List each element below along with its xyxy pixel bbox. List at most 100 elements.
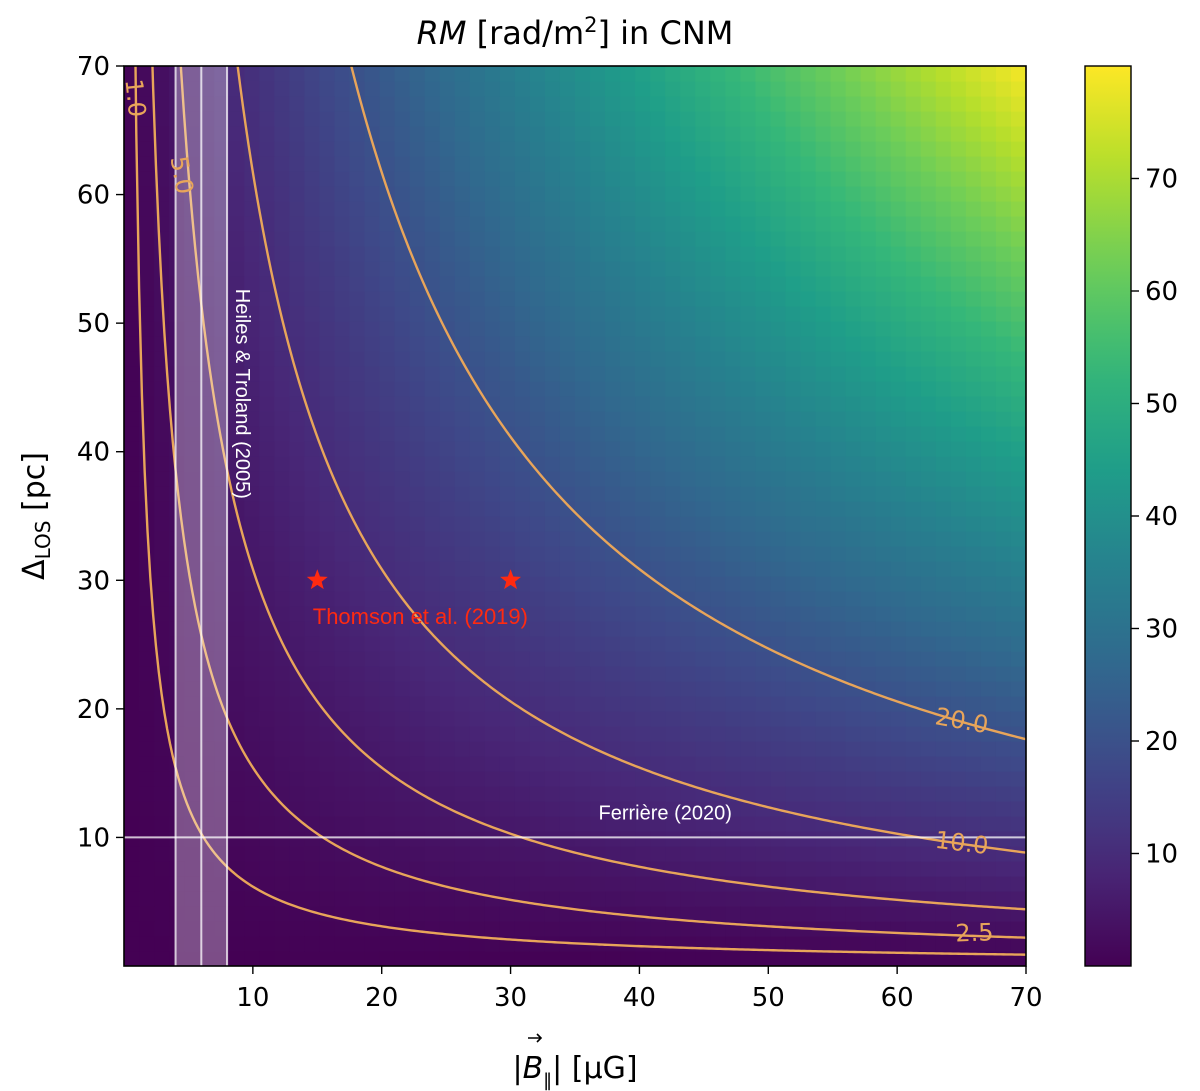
heatmap-cell [575,801,591,817]
heatmap-cell [409,951,426,966]
heatmap-cell [229,696,245,712]
heatmap-cell [409,486,426,502]
heatmap-cell [514,921,531,937]
contour-label: 2.5 [955,918,994,947]
heatmap-cell [409,561,426,577]
heatmap-cell [860,291,877,307]
heatmap-cell [289,81,305,97]
heatmap-cell [965,861,982,877]
heatmap-cell [259,516,275,532]
heatmap-cell [665,171,681,187]
heatmap-cell [740,936,756,952]
heatmap-cell [950,66,967,82]
heatmap-cell [680,546,696,562]
heatmap-cell [379,261,396,277]
heatmap-cell [755,711,772,727]
heatmap-cell [905,621,922,637]
heatmap-cell [920,186,937,202]
heatmap-cell [710,681,726,697]
heatmap-cell [1010,441,1026,457]
heatmap-cell [544,486,561,502]
heatmap-cell [214,531,230,547]
heatmap-cell [680,651,696,667]
heatmap-cell [905,771,922,787]
heatmap-cell [349,696,366,712]
heatmap-cell [499,336,516,352]
heatmap-cell [484,336,501,352]
heatmap-cell [154,786,170,802]
heatmap-cell [454,516,471,532]
heatmap-cell [379,246,396,262]
heatmap-cell [740,756,756,772]
heatmap-cell [289,921,305,937]
heatmap-cell [154,426,170,442]
heatmap-cell [364,306,381,322]
heatmap-cell [289,411,305,427]
heatmap-cell [890,771,907,787]
heatmap-cell [394,831,411,847]
heatmap-cell [544,381,561,397]
heatmap-cell [845,441,862,457]
heatmap-cell [740,441,756,457]
heatmap-cell [274,96,290,112]
heatmap-cell [920,531,937,547]
heatmap-cell [830,141,847,157]
heatmap-cell [770,861,787,877]
heatmap-cell [469,531,486,547]
heatmap-cell [950,921,967,937]
heatmap-cell [740,231,756,247]
heatmap-cell [409,741,426,757]
heatmap-cell [424,231,441,247]
heatmap-cell [439,666,456,682]
heatmap-cell [139,186,155,202]
heatmap-cell [725,456,741,472]
heatmap-cell [635,771,651,787]
heatmap-cell [274,531,290,547]
heatmap-cell [514,561,531,577]
heatmap-cell [139,636,155,652]
heatmap-cell [184,186,200,202]
heatmap-cell [965,201,982,217]
heatmap-cell [409,471,426,487]
heatmap-cell [289,141,305,157]
heatmap-cell [590,921,606,937]
heatmap-cell [635,441,651,457]
heatmap-cell [184,441,200,457]
heatmap-cell [860,741,877,757]
heatmap-cell [124,276,140,292]
heatmap-cell [875,681,892,697]
heatmap-cell [605,741,621,757]
heatmap-cell [409,636,426,652]
heatmap-cell [770,531,787,547]
heatmap-cell [965,231,982,247]
heatmap-cell [620,81,636,97]
heatmap-cell [695,876,711,892]
heatmap-cell [409,921,426,937]
heatmap-cell [394,366,411,382]
heatmap-cell [635,426,651,442]
heatmap-cell [860,66,877,82]
heatmap-cell [559,201,576,217]
heatmap-cell [304,336,321,352]
heatmap-cell [800,531,817,547]
heatmap-cell [920,951,937,966]
heatmap-cell [755,486,772,502]
heatmap-cell [785,126,802,142]
heatmap-cell [860,471,877,487]
heatmap-cell [439,111,456,127]
heatmap-cell [680,111,696,127]
heatmap-cell [499,681,516,697]
heatmap-cell [725,891,741,907]
heatmap-cell [544,936,561,952]
heatmap-cell [289,591,305,607]
heatmap-cell [394,951,411,966]
heatmap-cell [454,456,471,472]
heatmap-cell [1010,516,1026,532]
heatmap-cell [995,606,1012,622]
heatmap-cell [575,126,591,142]
heatmap-cell [244,936,260,952]
heatmap-cell [214,276,230,292]
heatmap-cell [620,786,636,802]
heatmap-cell [424,456,441,472]
heatmap-cell [514,351,531,367]
